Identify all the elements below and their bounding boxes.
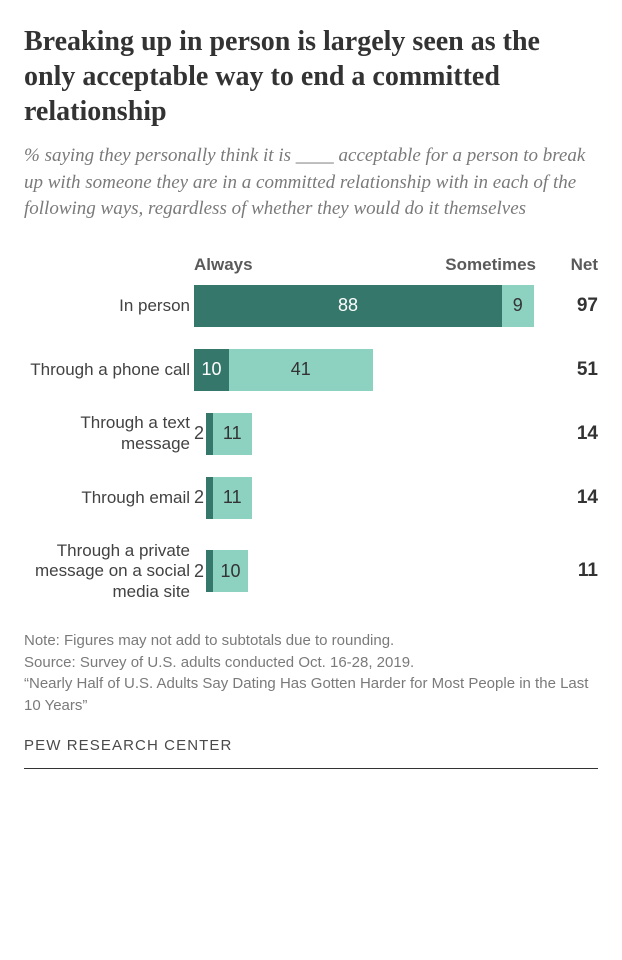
bar-segment-sometimes: 11	[213, 413, 252, 455]
header-always: Always	[194, 255, 284, 275]
bar-segment-always	[206, 550, 213, 592]
brand-label: PEW RESEARCH CENTER	[24, 737, 598, 754]
bar-segment-sometimes: 41	[229, 349, 373, 391]
footnote: Note: Figures may not add to subtotals d…	[24, 630, 598, 717]
stacked-bar-chart: Always Sometimes Net In person88997Throu…	[24, 255, 598, 602]
net-value: 51	[544, 359, 598, 381]
bar-zone: 2 11	[194, 477, 544, 519]
column-headers: Always Sometimes Net	[24, 255, 598, 275]
header-net: Net	[544, 255, 598, 275]
net-value: 97	[544, 295, 598, 317]
always-value-outside: 2	[194, 423, 204, 444]
header-sometimes: Sometimes	[284, 255, 544, 275]
chart-row: Through email2 11 14	[24, 477, 598, 519]
bar-segment-always	[206, 413, 213, 455]
chart-rows: In person88997Through a phone call104151…	[24, 285, 598, 602]
bar-segment-sometimes: 11	[213, 477, 252, 519]
chart-row: Through a private message on a social me…	[24, 541, 598, 602]
bar-segment-always	[206, 477, 213, 519]
chart-subtitle: % saying they personally think it is ___…	[24, 143, 598, 223]
net-value: 14	[544, 423, 598, 445]
row-label: Through a text message	[24, 413, 194, 454]
always-value-outside: 2	[194, 487, 204, 508]
row-label: Through a phone call	[24, 360, 194, 380]
bottom-rule	[24, 768, 598, 769]
bar-segment-sometimes: 9	[502, 285, 534, 327]
row-label: In person	[24, 296, 194, 316]
chart-row: Through a text message2 11 14	[24, 413, 598, 455]
always-value-outside: 2	[194, 561, 204, 582]
chart-title: Breaking up in person is largely seen as…	[24, 24, 598, 129]
row-label: Through a private message on a social me…	[24, 541, 194, 602]
chart-row: In person88997	[24, 285, 598, 327]
bar-zone: 1041	[194, 349, 544, 391]
bar-segment-always: 88	[194, 285, 502, 327]
bar-zone: 2 11	[194, 413, 544, 455]
chart-row: Through a phone call104151	[24, 349, 598, 391]
bar-segment-sometimes: 10	[213, 550, 248, 592]
bar-segment-always: 10	[194, 349, 229, 391]
net-value: 14	[544, 487, 598, 509]
net-value: 11	[544, 560, 598, 582]
bar-zone: 889	[194, 285, 544, 327]
row-label: Through email	[24, 488, 194, 508]
bar-zone: 2 10	[194, 550, 544, 592]
